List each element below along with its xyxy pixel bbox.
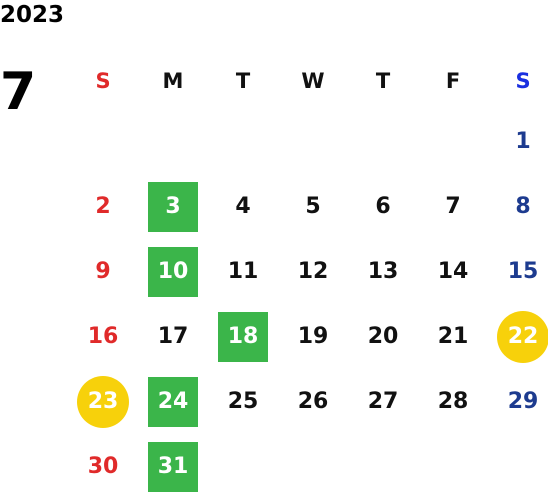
day-cell <box>278 434 348 499</box>
day-cell <box>208 434 278 499</box>
day-cell[interactable]: 25 <box>208 369 278 434</box>
day-cell[interactable]: 22 <box>488 304 548 369</box>
day-number: 17 <box>157 324 189 349</box>
weekday-thu: T <box>375 68 391 93</box>
day-number: 30 <box>87 454 119 479</box>
day-cell[interactable]: 7 <box>418 174 488 239</box>
day-cell[interactable]: 23 <box>68 369 138 434</box>
day-number: 8 <box>515 194 531 219</box>
day-cell[interactable]: 26 <box>278 369 348 434</box>
day-cell[interactable]: 31 <box>138 434 208 499</box>
day-cell[interactable]: 5 <box>278 174 348 239</box>
day-number: 29 <box>507 389 539 414</box>
day-number: 19 <box>297 324 329 349</box>
day-cell[interactable]: 9 <box>68 239 138 304</box>
day-cell[interactable]: 15 <box>488 239 548 304</box>
day-number: 4 <box>235 194 251 219</box>
day-cell[interactable]: 6 <box>348 174 418 239</box>
day-cell[interactable]: 2 <box>68 174 138 239</box>
day-number: 25 <box>227 389 259 414</box>
day-cell[interactable]: 4 <box>208 174 278 239</box>
day-cell <box>488 434 548 499</box>
day-cell[interactable]: 1 <box>488 109 548 174</box>
day-cell[interactable]: 28 <box>418 369 488 434</box>
day-cell <box>418 434 488 499</box>
day-cell[interactable]: 12 <box>278 239 348 304</box>
day-cell <box>348 109 418 174</box>
day-number: 13 <box>367 259 399 284</box>
day-number: 27 <box>367 389 399 414</box>
calendar-year: 2023 <box>0 2 65 28</box>
day-cell[interactable]: 24 <box>138 369 208 434</box>
day-number: 14 <box>437 259 469 284</box>
day-number: 24 <box>148 376 198 427</box>
day-cell[interactable]: 21 <box>418 304 488 369</box>
calendar-grid: S M T W T F S 1 2 3 4 5 6 7 8 9 10 11 12 13 14 15 16 17 1… <box>68 52 548 499</box>
day-number: 7 <box>445 194 461 219</box>
day-number: 12 <box>297 259 329 284</box>
weekday-mon: M <box>162 68 184 93</box>
calendar-month: 7 <box>0 62 37 122</box>
day-cell[interactable]: 13 <box>348 239 418 304</box>
day-cell[interactable]: 18 <box>208 304 278 369</box>
day-number: 9 <box>95 259 111 284</box>
day-cell[interactable]: 30 <box>68 434 138 499</box>
day-cell[interactable]: 14 <box>418 239 488 304</box>
day-cell <box>138 109 208 174</box>
day-number: 23 <box>77 375 129 428</box>
day-number: 1 <box>515 129 531 154</box>
day-number: 10 <box>148 246 198 297</box>
day-number: 11 <box>227 259 259 284</box>
day-number: 21 <box>437 324 469 349</box>
day-cell[interactable]: 16 <box>68 304 138 369</box>
day-number: 6 <box>375 194 391 219</box>
day-number: 20 <box>367 324 399 349</box>
weekday-sat: S <box>515 68 531 93</box>
weekday-tue: T <box>235 68 251 93</box>
day-number: 28 <box>437 389 469 414</box>
day-number: 22 <box>497 310 548 363</box>
day-cell[interactable]: 10 <box>138 239 208 304</box>
day-number: 16 <box>87 324 119 349</box>
day-cell[interactable]: 27 <box>348 369 418 434</box>
day-number: 2 <box>95 194 111 219</box>
day-cell[interactable]: 8 <box>488 174 548 239</box>
day-cell <box>208 109 278 174</box>
day-cell[interactable]: 20 <box>348 304 418 369</box>
day-cell <box>348 434 418 499</box>
day-number: 18 <box>218 311 268 362</box>
day-number: 26 <box>297 389 329 414</box>
day-cell[interactable]: 17 <box>138 304 208 369</box>
day-cell <box>68 109 138 174</box>
day-number: 3 <box>148 181 198 232</box>
day-cell <box>418 109 488 174</box>
day-cell[interactable]: 3 <box>138 174 208 239</box>
weekday-sun: S <box>95 68 111 93</box>
day-cell[interactable]: 19 <box>278 304 348 369</box>
day-number: 31 <box>148 441 198 492</box>
day-cell[interactable]: 29 <box>488 369 548 434</box>
day-cell <box>278 109 348 174</box>
day-cell[interactable]: 11 <box>208 239 278 304</box>
weekday-fri: F <box>445 68 461 93</box>
weekday-wed: W <box>301 68 325 93</box>
day-number: 15 <box>507 259 539 284</box>
day-number: 5 <box>305 194 321 219</box>
